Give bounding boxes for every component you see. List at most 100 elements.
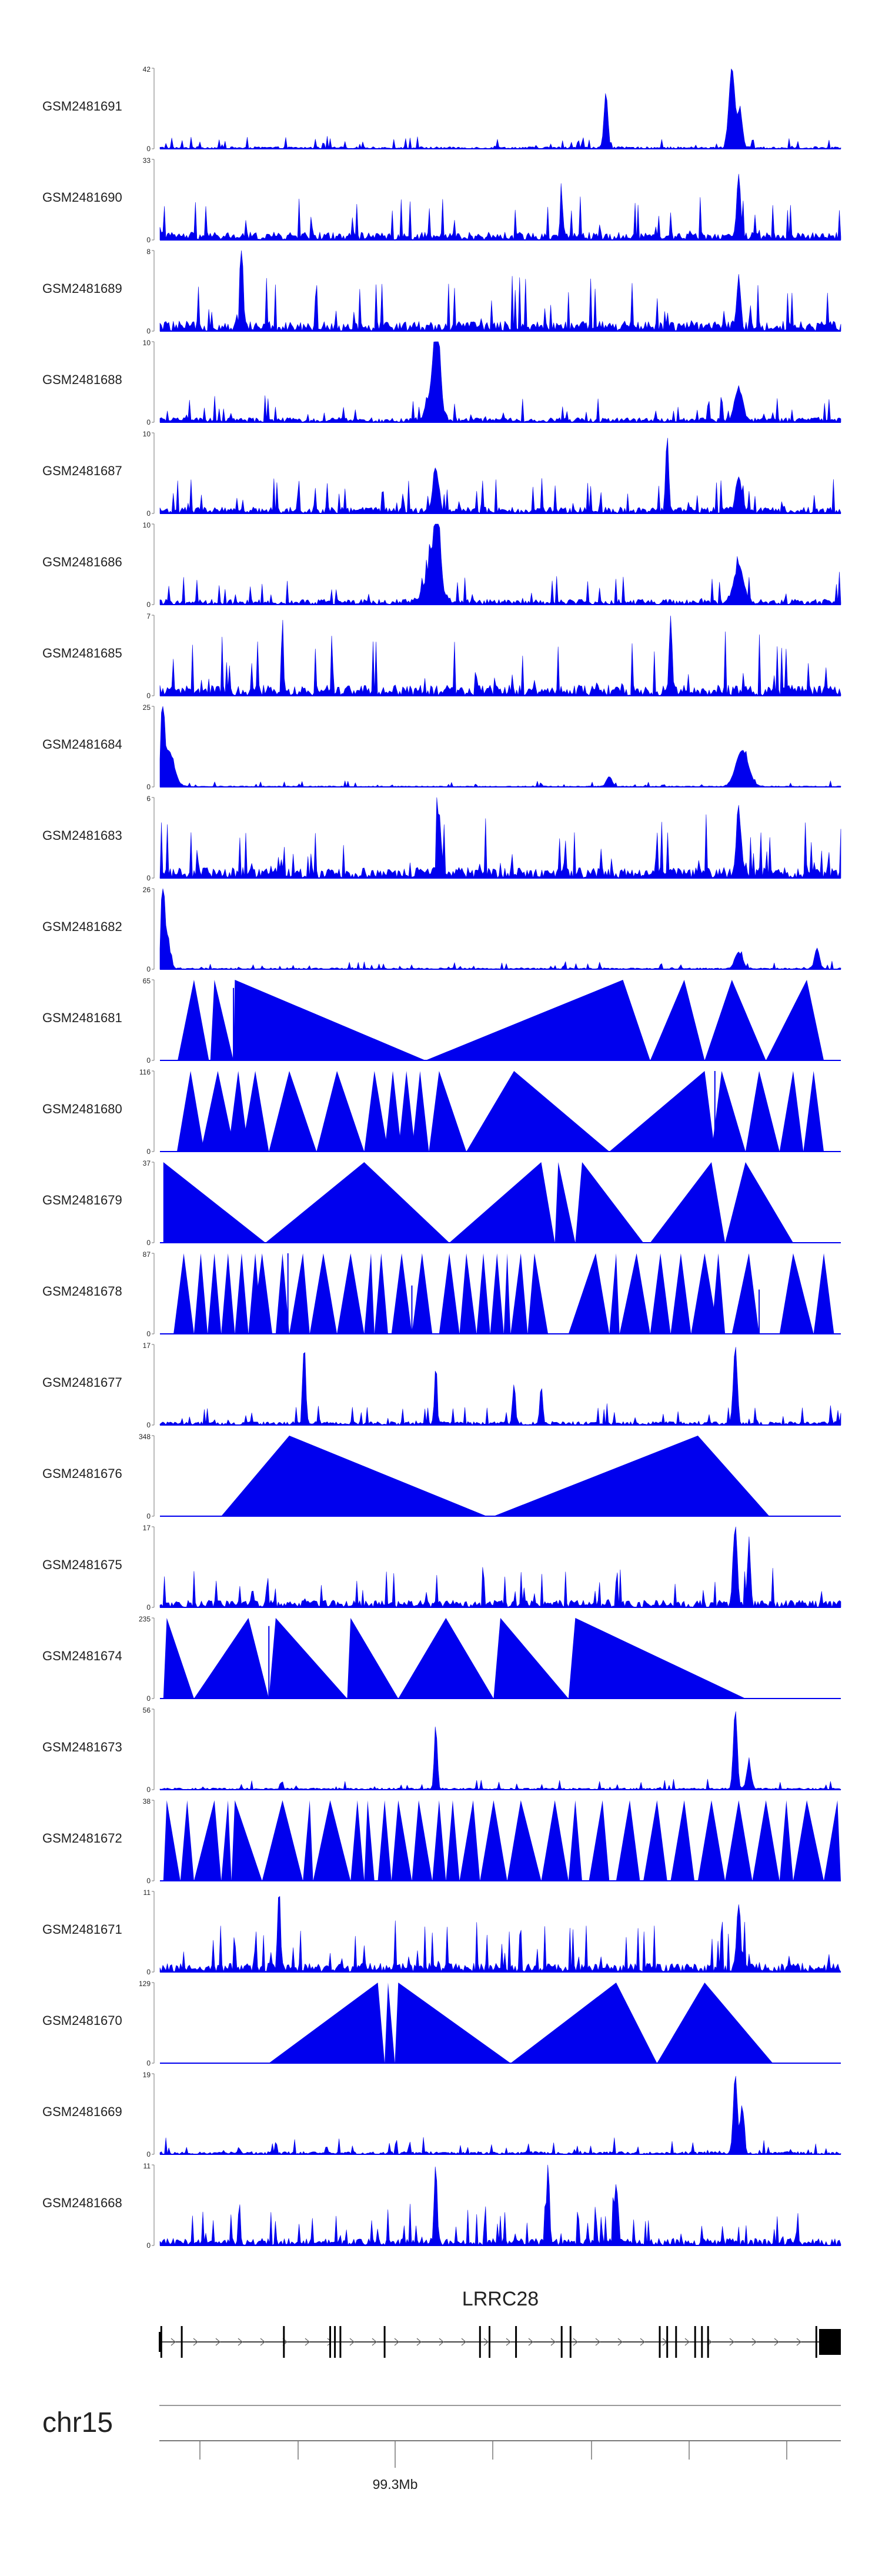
track-ymax-label: 10 [143,430,151,438]
signal-triangle [731,1253,760,1334]
signal-triangle [480,1800,507,1881]
signal-triangle [385,1983,395,2063]
signal-triangle [193,1800,222,1881]
exon-mark [515,2326,517,2358]
signal-triangle [265,1162,450,1243]
exon-mark [489,2326,490,2358]
signal-triangle [752,1800,780,1881]
signal-triangle [503,1253,511,1334]
signal-triangle [476,1253,490,1334]
track-ymax-label: 235 [139,1615,151,1623]
signal-triangle [446,1800,460,1881]
strand-arrow [550,2338,556,2346]
track-GSM2481679: GSM2481679 37 0 [42,1159,841,1247]
track-label: GSM2481691 [42,99,122,114]
track-ymin-label: 0 [146,509,151,518]
signal-triangle [793,1800,824,1881]
track-ymin-label: 0 [146,1786,151,1794]
signal-area [159,250,841,332]
signal-triangle [609,1253,620,1334]
strand-arrow [416,2338,422,2346]
exon-mark [329,2326,331,2358]
strand-arrow [595,2338,600,2346]
signal-triangle [303,1800,313,1881]
signal-area [159,706,841,788]
track-ymin-label: 0 [146,2150,151,2158]
track-label: GSM2481670 [42,2013,122,2028]
signal-area [159,888,841,970]
exon-mark [694,2326,696,2358]
track-GSM2481684: GSM2481684 25 0 [42,703,841,791]
signal-triangle [813,1253,834,1334]
signal-triangle [541,1800,569,1881]
strand-arrow [506,2338,511,2346]
track-GSM2481688: GSM2481688 10 0 [42,339,841,426]
strand-arrow [349,2338,355,2346]
signal-triangle [398,1071,416,1152]
track-GSM2481672: GSM2481672 38 0 [42,1797,841,1885]
signal-triangle [395,1983,511,2063]
signal-triangle [425,980,650,1060]
track-label: GSM2481677 [42,1375,122,1390]
strand-arrow [193,2338,198,2346]
signal-triangle [568,1800,582,1881]
signal-triangle [398,1618,494,1699]
signal-triangle [609,1071,715,1152]
strand-arrow [729,2338,734,2346]
track-label: GSM2481686 [42,555,122,569]
signal-triangle [252,1253,273,1334]
signal-triangle [459,1800,480,1881]
signal-triangle [235,1253,249,1334]
strand-arrow [171,2338,176,2346]
signal-triangle [210,980,234,1060]
track-ymax-label: 17 [143,1342,151,1350]
track-ymax-label: 17 [143,1524,151,1532]
track-ymax-label: 56 [143,1706,151,1714]
strand-arrow [617,2338,623,2346]
strand-arrow [327,2338,332,2346]
track-label: GSM2481668 [42,2195,122,2210]
track-label: GSM2481681 [42,1010,122,1025]
signal-triangle [725,1162,793,1243]
track-ymin-label: 0 [146,965,151,973]
signal-triangle [391,1253,412,1334]
signal-triangle [691,1253,719,1334]
signal-triangle [670,1253,691,1334]
signal-triangle [412,1253,433,1334]
gene-track: LRRC28 [159,2288,841,2358]
track-GSM2481671: GSM2481671 11 0 [42,1888,841,1976]
signal-triangle [228,1071,249,1152]
signal-triangle [568,1618,746,1699]
signal-triangle [163,1800,181,1881]
track-label: GSM2481672 [42,1831,122,1846]
signal-triangle [459,1253,477,1334]
track-label: GSM2481680 [42,1102,122,1116]
signal-area [159,341,841,423]
strand-arrows [159,2332,801,2352]
track-ymin-label: 0 [146,1330,151,1338]
signal-triangle [180,1800,194,1881]
signal-triangle [527,1253,549,1334]
strand-arrow [796,2338,801,2346]
gene-3prime-block [819,2329,841,2355]
exon-marks [160,2326,817,2358]
signal-triangle [824,1800,841,1881]
track-ymax-label: 7 [146,612,151,620]
signal-triangle [466,1071,610,1152]
strand-arrow [483,2338,489,2346]
exon-mark [339,2326,342,2358]
track-label: GSM2481671 [42,1922,122,1937]
track-GSM2481683: GSM2481683 6 0 [42,795,841,882]
signal-triangle [766,980,824,1060]
track-GSM2481681: GSM2481681 65 0 [42,977,841,1065]
track-ymax-label: 116 [139,1068,151,1076]
track-label: GSM2481688 [42,372,122,387]
strand-arrow [260,2338,265,2346]
track-ymax-label: 87 [143,1250,151,1259]
signal-triangle [391,1800,412,1881]
strand-arrow [528,2338,533,2346]
track-GSM2481676: GSM2481676 348 0 [42,1433,841,1520]
exon-mark [283,2326,285,2358]
signal-triangle [510,1983,657,2063]
track-ymax-label: 38 [143,1797,151,1806]
